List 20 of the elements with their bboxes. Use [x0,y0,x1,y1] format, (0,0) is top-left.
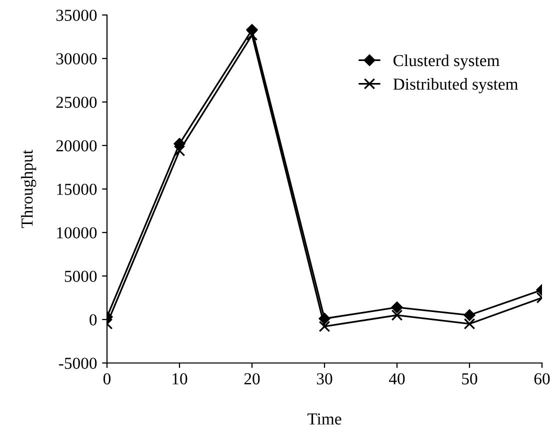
y-tick-label: 30000 [56,53,97,64]
legend-label: Distributed system [393,78,518,94]
y-tick-label: 35000 [56,10,97,21]
x-tick-label: 10 [172,373,188,384]
y-tick-label: 5000 [64,270,97,282]
legend-label: Clusterd system [394,54,500,70]
x-tick-label: 0 [103,373,111,384]
y-tick-label: 15000 [57,184,97,195]
x-tick-label: 40 [388,373,405,384]
x-axis-title: Time [308,413,342,425]
x-tick-label: 50 [462,373,478,384]
y-tick-label: 20000 [56,140,97,152]
y-tick-label: 10000 [57,227,97,238]
x-tick-label: 20 [244,373,260,384]
x-tick-label: 30 [316,373,332,384]
y-axis-title: Throughput [21,150,36,228]
y-tick-label: 25000 [56,96,97,108]
x-tick-label: 60 [534,373,550,384]
y-tick-label: -5000 [59,358,97,369]
y-tick-label: 0 [90,314,97,326]
